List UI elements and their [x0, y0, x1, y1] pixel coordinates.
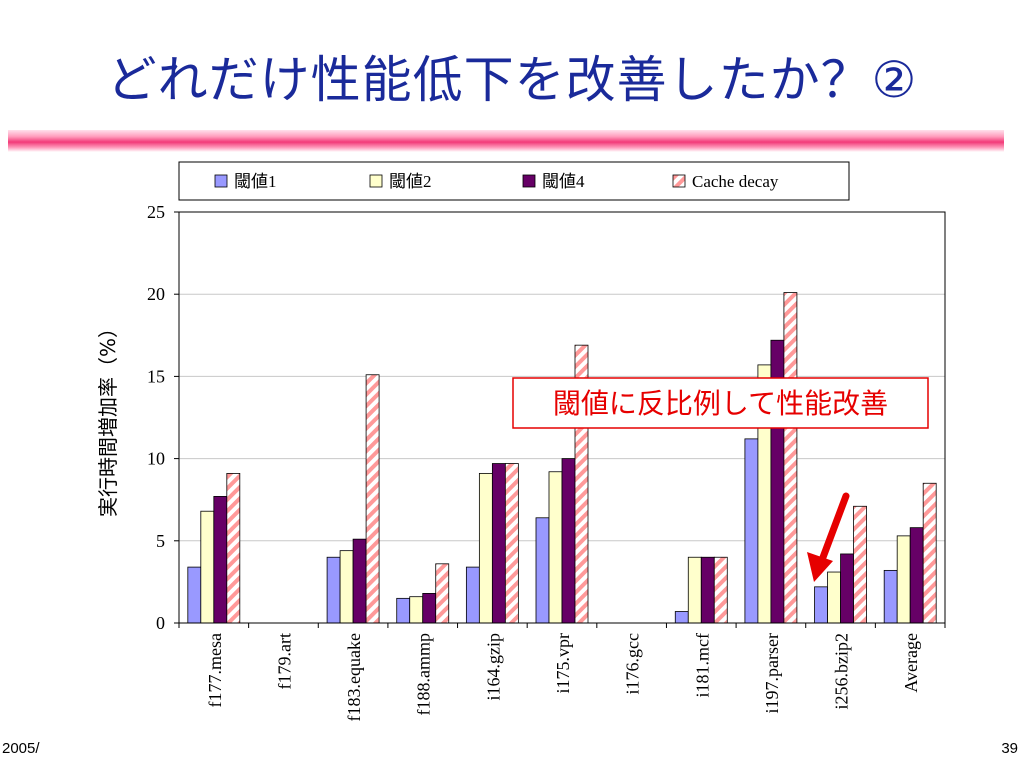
legend-swatch-Cache decay	[672, 174, 686, 188]
bar-Cache decay-i181.mcf	[713, 556, 728, 624]
bar-閾値1-f183.equake	[326, 556, 341, 624]
y-tick-label: 25	[147, 202, 165, 222]
footer-date: 2005/	[2, 740, 40, 757]
bar-閾値1-Average	[883, 569, 898, 624]
bar-閾値4-i181.mcf	[700, 556, 715, 624]
y-tick-label: 10	[147, 449, 165, 469]
bar-閾値1-f188.ammp	[396, 597, 411, 624]
bar-閾値1-i181.mcf	[674, 611, 689, 624]
x-tick-label: i164.gzip	[483, 633, 503, 701]
bar-Cache decay-Average	[922, 482, 937, 624]
x-tick-label: f183.equake	[344, 633, 364, 721]
bar-閾値2-Average	[896, 535, 911, 624]
legend-swatch-閾値4	[522, 174, 536, 188]
title-underline	[8, 130, 1004, 152]
bar-Cache decay-f183.equake	[365, 374, 380, 624]
bar-閾値1-i197.parser	[744, 438, 759, 624]
x-tick-label: f188.ammp	[414, 633, 434, 716]
bar-閾値4-i175.vpr	[561, 458, 576, 624]
bar-閾値4-f183.equake	[352, 538, 367, 624]
bar-閾値2-i256.bzip2	[827, 571, 841, 624]
bar-Cache decay-i164.gzip	[504, 463, 519, 624]
x-tick-label: i175.vpr	[553, 633, 573, 694]
bar-閾値2-i175.vpr	[548, 471, 563, 624]
bar-Cache decay-i197.parser	[783, 292, 798, 624]
annotation-text: 閾値に反比例して性能改善	[553, 387, 888, 420]
y-tick-label: 15	[147, 366, 165, 386]
bar-閾値2-i164.gzip	[478, 472, 493, 624]
legend-label-閾値4: 閾値4	[542, 172, 585, 191]
page-number: 39	[1001, 740, 1018, 757]
bar-閾値1-f177.mesa	[187, 566, 202, 624]
x-tick-label: i181.mcf	[692, 633, 712, 698]
x-tick-label: f177.mesa	[205, 633, 225, 707]
y-axis-label: 実行時間増加率（%）	[96, 318, 120, 517]
arrow-shaft	[815, 492, 850, 572]
bar-閾値2-i181.mcf	[687, 556, 702, 624]
legend-label-閾値1: 閾値1	[234, 172, 277, 191]
bar-閾値4-Average	[909, 527, 924, 624]
y-tick-label: 5	[156, 531, 165, 551]
legend-swatch-閾値2	[369, 174, 383, 188]
bar-閾値2-f188.ammp	[409, 596, 424, 624]
annotation-box	[512, 377, 929, 429]
arrow-head	[807, 552, 833, 582]
x-tick-label: i197.parser	[762, 633, 782, 713]
bar-閾値1-i175.vpr	[535, 517, 550, 624]
x-tick-label: Average	[901, 633, 921, 693]
bar-閾値2-f177.mesa	[200, 510, 215, 624]
plot-frame	[178, 211, 946, 624]
red-arrow-icon	[807, 492, 850, 582]
bar-閾値4-i256.bzip2	[840, 553, 854, 624]
legend-label-Cache decay: Cache decay	[692, 172, 779, 191]
bar-閾値1-i164.gzip	[465, 566, 480, 624]
bar-閾値4-f177.mesa	[213, 496, 228, 624]
x-tick-label: i256.bzip2	[832, 633, 852, 710]
legend-label-閾値2: 閾値2	[389, 172, 432, 191]
x-tick-label: i176.gcc	[623, 633, 643, 694]
legend-swatch-閾値1	[214, 174, 228, 188]
y-tick-label: 0	[156, 613, 165, 633]
bar-閾値4-i164.gzip	[491, 463, 506, 624]
y-tick-label: 20	[147, 284, 165, 304]
x-tick-label: f179.art	[274, 633, 294, 689]
bar-閾値2-f183.equake	[339, 550, 354, 624]
bar-Cache decay-f188.ammp	[435, 563, 450, 624]
bar-Cache decay-i256.bzip2	[853, 505, 867, 624]
bar-Cache decay-f177.mesa	[226, 472, 241, 624]
bar-閾値4-f188.ammp	[422, 593, 437, 624]
bar-閾値1-i256.bzip2	[814, 586, 828, 624]
slide-title: どれだけ性能低下を改善したか？②	[106, 51, 918, 109]
legend-box	[178, 161, 850, 201]
